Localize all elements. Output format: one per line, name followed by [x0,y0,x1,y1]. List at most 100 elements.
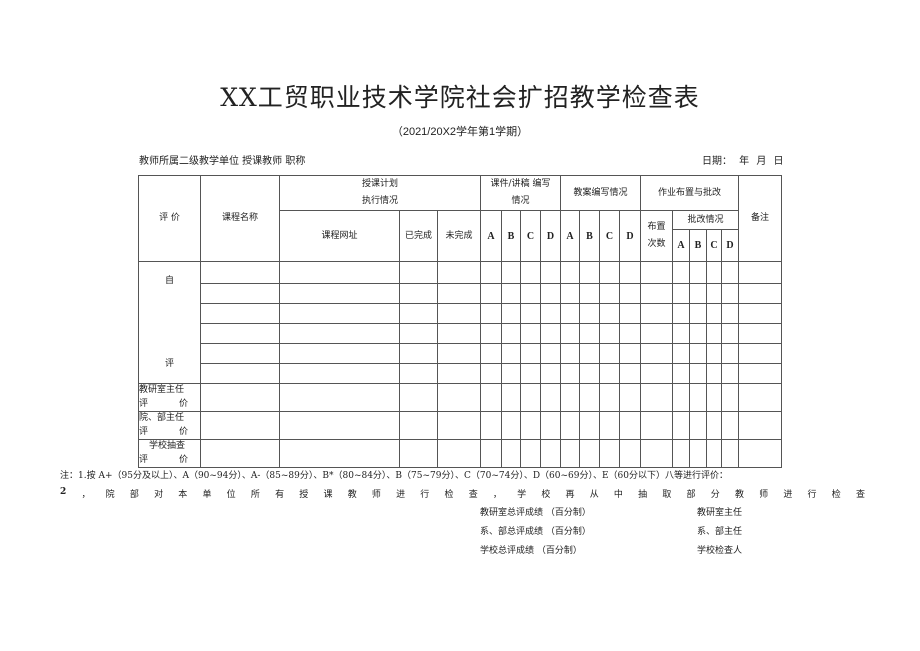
input-cell[interactable] [599,283,620,305]
input-cell[interactable] [540,343,561,365]
input-cell[interactable] [599,303,620,325]
input-cell[interactable] [689,343,707,365]
input-cell[interactable] [501,411,521,441]
input-cell[interactable] [689,411,707,441]
input-cell[interactable] [560,383,580,413]
input-cell[interactable] [279,303,400,325]
input-cell[interactable] [672,439,690,469]
input-cell[interactable] [437,363,481,385]
input-cell[interactable] [200,303,280,325]
input-cell[interactable] [619,411,641,441]
input-cell[interactable] [399,283,438,305]
input-cell[interactable] [738,411,782,441]
input-cell[interactable] [599,439,620,469]
input-cell[interactable] [579,439,600,469]
input-cell[interactable] [706,343,722,365]
input-cell[interactable] [640,343,673,365]
input-cell[interactable] [640,363,673,385]
input-cell[interactable] [480,439,502,469]
input-cell[interactable] [689,383,707,413]
input-cell[interactable] [437,323,481,345]
input-cell[interactable] [501,383,521,413]
input-cell[interactable] [279,343,400,365]
input-cell[interactable] [672,323,690,345]
input-cell[interactable] [437,439,481,469]
input-cell[interactable] [200,439,280,469]
input-cell[interactable] [540,303,561,325]
input-cell[interactable] [599,261,620,285]
input-cell[interactable] [672,303,690,325]
input-cell[interactable] [480,343,502,365]
input-cell[interactable] [738,323,782,345]
input-cell[interactable] [721,303,739,325]
input-cell[interactable] [200,383,280,413]
input-cell[interactable] [672,261,690,285]
input-cell[interactable] [480,283,502,305]
input-cell[interactable] [640,261,673,285]
input-cell[interactable] [540,261,561,285]
input-cell[interactable] [689,363,707,385]
input-cell[interactable] [706,303,722,325]
input-cell[interactable] [540,323,561,345]
input-cell[interactable] [520,439,541,469]
input-cell[interactable] [399,343,438,365]
input-cell[interactable] [200,411,280,441]
input-cell[interactable] [480,303,502,325]
input-cell[interactable] [579,261,600,285]
input-cell[interactable] [279,383,400,413]
input-cell[interactable] [279,439,400,469]
input-cell[interactable] [672,343,690,365]
input-cell[interactable] [706,383,722,413]
input-cell[interactable] [480,383,502,413]
input-cell[interactable] [540,439,561,469]
input-cell[interactable] [721,363,739,385]
input-cell[interactable] [619,303,641,325]
input-cell[interactable] [437,261,481,285]
input-cell[interactable] [480,363,502,385]
input-cell[interactable] [540,383,561,413]
input-cell[interactable] [640,411,673,441]
input-cell[interactable] [279,283,400,305]
input-cell[interactable] [520,383,541,413]
input-cell[interactable] [560,411,580,441]
input-cell[interactable] [672,363,690,385]
input-cell[interactable] [437,383,481,413]
input-cell[interactable] [437,343,481,365]
input-cell[interactable] [738,439,782,469]
input-cell[interactable] [540,411,561,441]
input-cell[interactable] [721,283,739,305]
input-cell[interactable] [689,261,707,285]
input-cell[interactable] [437,411,481,441]
input-cell[interactable] [560,303,580,325]
input-cell[interactable] [689,323,707,345]
input-cell[interactable] [501,439,521,469]
input-cell[interactable] [501,303,521,325]
input-cell[interactable] [560,363,580,385]
input-cell[interactable] [399,383,438,413]
input-cell[interactable] [579,383,600,413]
input-cell[interactable] [599,363,620,385]
input-cell[interactable] [619,383,641,413]
input-cell[interactable] [399,303,438,325]
input-cell[interactable] [200,261,280,285]
input-cell[interactable] [640,439,673,469]
input-cell[interactable] [579,323,600,345]
input-cell[interactable] [279,411,400,441]
input-cell[interactable] [501,343,521,365]
input-cell[interactable] [579,283,600,305]
input-cell[interactable] [619,363,641,385]
input-cell[interactable] [619,439,641,469]
input-cell[interactable] [520,261,541,285]
input-cell[interactable] [689,283,707,305]
input-cell[interactable] [640,283,673,305]
input-cell[interactable] [279,261,400,285]
input-cell[interactable] [560,343,580,365]
input-cell[interactable] [579,363,600,385]
input-cell[interactable] [579,303,600,325]
input-cell[interactable] [200,363,280,385]
input-cell[interactable] [706,283,722,305]
input-cell[interactable] [520,363,541,385]
input-cell[interactable] [520,343,541,365]
input-cell[interactable] [501,283,521,305]
input-cell[interactable] [279,323,400,345]
